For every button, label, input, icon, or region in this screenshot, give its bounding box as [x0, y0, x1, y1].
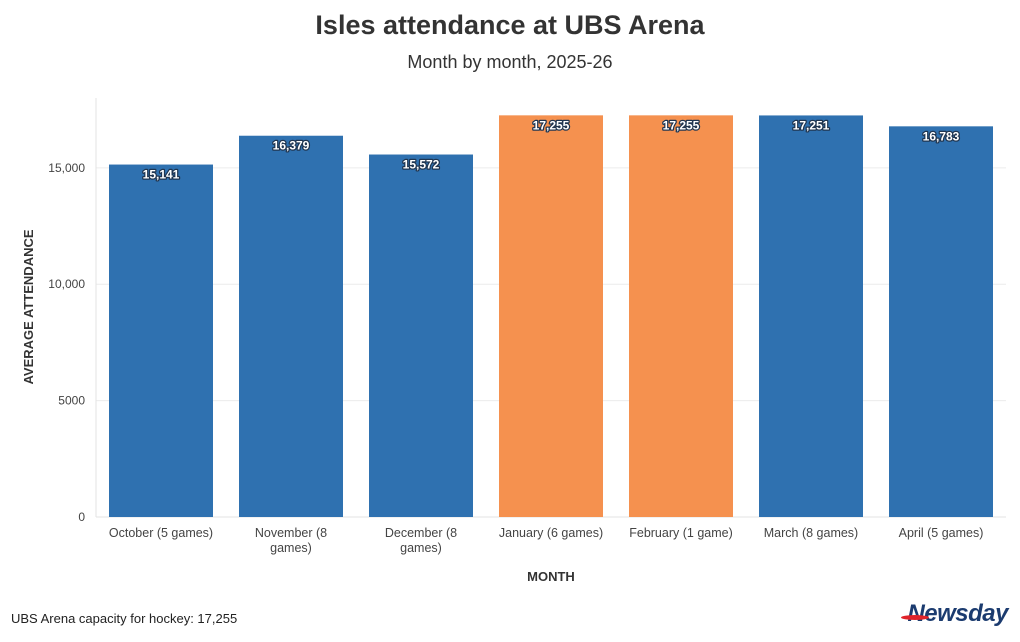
x-tick-label-line: October (5 games): [109, 526, 213, 540]
newsday-logo[interactable]: Newsday: [901, 600, 1008, 628]
y-axis-title: AVERAGE ATTENDANCE: [21, 229, 36, 384]
x-tick-label-line: April (5 games): [899, 526, 984, 540]
y-tick-label: 10,000: [48, 277, 85, 291]
bar-value-label: 16,783: [923, 129, 960, 143]
x-axis-title: MONTH: [527, 569, 575, 584]
x-tick-label-line: games): [270, 541, 312, 555]
x-tick-label: November (8 games): [255, 526, 327, 555]
x-tick-label-line: March (8 games): [764, 526, 858, 540]
bar[interactable]: [889, 126, 993, 518]
x-tick-label-line: January (6 games): [499, 526, 603, 540]
bar-value-label: 15,141: [143, 168, 180, 182]
bar-value-label: 17,255: [533, 118, 570, 132]
logo-swoosh-icon: [901, 615, 930, 620]
x-tick-label: October (5 games): [109, 526, 213, 540]
y-tick-label: 5000: [58, 394, 85, 408]
x-tick-label-line: February (1 game): [629, 526, 733, 540]
x-tick-label-line: December (8: [385, 526, 457, 540]
logo-text: Newsday: [907, 600, 1008, 627]
chart-title: Isles attendance at UBS Arena: [315, 10, 705, 40]
x-tick-label: March (8 games): [764, 526, 858, 540]
y-tick-label: 0: [78, 510, 85, 524]
bar[interactable]: [239, 135, 343, 517]
bar-value-label: 15,572: [403, 158, 440, 172]
data-labels: 15,141 16,379 15,572 17,255 17,255 17,251 16,7…: [141, 117, 961, 183]
bars: [109, 115, 993, 518]
x-tick-label: February (1 game): [629, 526, 733, 540]
bar-value-label: 17,255: [663, 118, 700, 132]
tick-labels: 0 5000 10,000 15,000 October (5 games) Novemb…: [48, 161, 983, 555]
bar[interactable]: [109, 164, 213, 518]
capacity-footnote: UBS Arena capacity for hockey: 17,255: [11, 611, 238, 626]
bar-value-label: 16,379: [273, 139, 310, 153]
bar-chart: 15,141 16,379 15,572 17,255 17,255 17,251 16,7…: [21, 98, 1006, 584]
bar[interactable]: [759, 115, 863, 517]
y-tick-label: 15,000: [48, 161, 85, 175]
x-tick-label: January (6 games): [499, 526, 603, 540]
x-tick-label: April (5 games): [899, 526, 984, 540]
bar[interactable]: [629, 115, 733, 517]
chart-subtitle: Month by month, 2025-26: [407, 52, 613, 72]
x-tick-label-line: November (8: [255, 526, 327, 540]
x-tick-label: December (8 games): [385, 526, 457, 555]
bar[interactable]: [499, 115, 603, 517]
x-tick-label-line: games): [400, 541, 442, 555]
bar[interactable]: [369, 154, 473, 518]
bar-value-label: 17,251: [793, 118, 830, 132]
